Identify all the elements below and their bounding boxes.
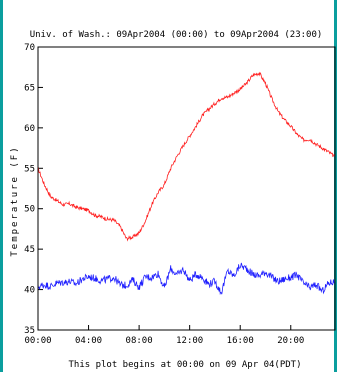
series-line-red [37,71,336,242]
frame-border-left [0,0,3,372]
y-tick-label: 45 [24,245,35,255]
y-tick-label: 55 [24,164,35,174]
plot-area-frame [37,46,336,331]
chart-footer: This plot begins at 00:00 on 09 Apr 04(P… [69,360,302,370]
x-tick-label: 16:00 [227,336,254,346]
y-tick-label: 35 [24,326,35,336]
series-line-blue [37,262,336,296]
y-tick-label: 40 [24,286,35,296]
y-tick-label: 70 [24,43,35,53]
x-tick-label: 00:00 [24,336,51,346]
y-tick-label: 50 [24,205,35,215]
chart-title: Univ. of Wash.: 09Apr2004 (00:00) to 09A… [30,30,323,40]
x-tick-label: 04:00 [75,336,102,346]
y-axis-label: Temperature (F) [10,145,20,256]
y-tick-label: 65 [24,83,35,93]
y-tick-label: 60 [24,124,35,134]
x-tick-label: 12:00 [176,336,203,346]
x-tick-label: 08:00 [126,336,153,346]
x-tick-label: 20:00 [277,336,304,346]
